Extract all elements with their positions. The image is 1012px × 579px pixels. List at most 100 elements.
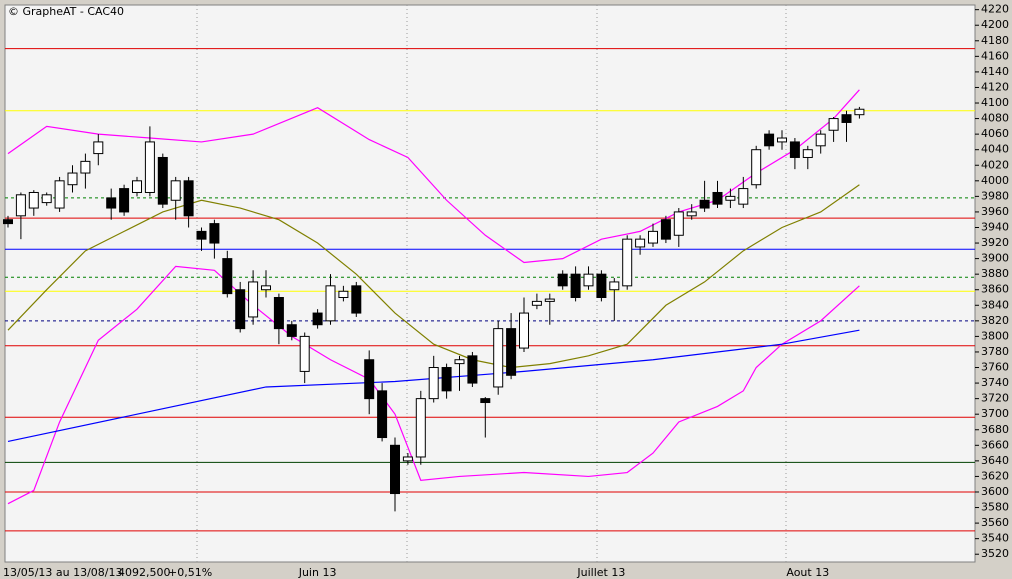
y-tick-label: 3860 xyxy=(981,283,1009,296)
candle-body xyxy=(441,367,452,392)
chart-title: © GrapheAT - CAC40 xyxy=(8,5,124,18)
y-tick-label: 3560 xyxy=(981,516,1009,529)
y-tick-label: 3960 xyxy=(981,205,1009,218)
candle-body xyxy=(493,328,504,388)
candle-body xyxy=(557,273,568,287)
y-tick-label: 3540 xyxy=(981,532,1009,545)
candle-body xyxy=(41,194,52,204)
y-tick-label: 3900 xyxy=(981,252,1009,265)
y-tick-label: 3980 xyxy=(981,189,1009,202)
y-tick-label: 4100 xyxy=(981,96,1009,109)
candle-body xyxy=(725,195,736,201)
candle-body xyxy=(15,194,26,217)
y-tick-label: 4020 xyxy=(981,158,1009,171)
plot-area xyxy=(4,4,976,563)
candle-body xyxy=(467,355,478,384)
candle-body xyxy=(789,141,800,158)
candle-body xyxy=(815,133,826,147)
footer-change: +0,51% xyxy=(168,566,212,579)
candle-body xyxy=(777,137,787,143)
candle-body xyxy=(132,180,142,193)
candle-body xyxy=(699,199,710,209)
y-tick-label: 4140 xyxy=(981,65,1009,78)
y-tick-label: 3820 xyxy=(981,314,1009,327)
candle-body xyxy=(480,398,491,404)
candle-body xyxy=(519,312,529,349)
candle-body xyxy=(648,230,658,244)
candle-body xyxy=(364,359,375,400)
candle-body xyxy=(312,312,323,326)
candle-body xyxy=(144,141,155,193)
candle-body xyxy=(106,197,117,209)
candle-body xyxy=(622,238,633,287)
candle-body xyxy=(751,149,762,186)
candle-body xyxy=(183,180,194,217)
y-tick-label: 3640 xyxy=(981,454,1009,467)
candle-body xyxy=(54,180,65,209)
y-tick-label: 3620 xyxy=(981,469,1009,482)
candle-body xyxy=(828,118,839,131)
y-tick-label: 3520 xyxy=(981,547,1009,560)
candle-body xyxy=(854,108,865,116)
candle-body xyxy=(235,289,246,330)
y-tick-label: 4060 xyxy=(981,127,1009,140)
candle-body xyxy=(712,191,723,205)
y-tick-label: 3840 xyxy=(981,298,1009,311)
y-tick-label: 4000 xyxy=(981,174,1009,187)
candle-body xyxy=(802,149,813,158)
candle-body xyxy=(673,211,684,236)
candle-body xyxy=(570,273,581,299)
y-tick-label: 3720 xyxy=(981,392,1009,405)
y-tick-label: 3740 xyxy=(981,376,1009,389)
candle-body xyxy=(67,172,78,186)
candle-body xyxy=(686,211,697,217)
candle-body xyxy=(377,390,388,439)
y-tick-label: 4180 xyxy=(981,34,1009,47)
candle-body xyxy=(209,223,220,244)
y-tick-label: 3760 xyxy=(981,361,1009,374)
candle-body xyxy=(248,281,259,318)
y-tick-label: 4220 xyxy=(981,3,1009,16)
candle-body xyxy=(609,281,620,291)
y-tick-label: 3700 xyxy=(981,407,1009,420)
candle-body xyxy=(454,359,465,365)
candle-body xyxy=(119,188,130,213)
y-tick-label: 4200 xyxy=(981,18,1009,31)
y-tick-label: 3780 xyxy=(981,345,1009,358)
candle-body xyxy=(544,298,555,302)
y-tick-label: 3600 xyxy=(981,485,1009,498)
candle-body xyxy=(261,285,271,291)
y-tick-label: 3940 xyxy=(981,220,1009,233)
candle-body xyxy=(841,114,852,123)
footer-period: 13/05/13 au 13/08/13 xyxy=(3,566,123,579)
candle-body xyxy=(222,258,233,295)
x-tick-label: Aout 13 xyxy=(786,566,829,579)
candle-body xyxy=(286,324,297,337)
candle-body xyxy=(28,191,39,209)
y-tick-label: 3880 xyxy=(981,267,1009,280)
y-tick-label: 3920 xyxy=(981,236,1009,249)
candle-body xyxy=(170,180,181,201)
candle-body xyxy=(635,238,646,248)
candle-body xyxy=(93,141,104,155)
candle-body xyxy=(351,285,362,314)
candle-body xyxy=(402,456,413,462)
y-tick-label: 3660 xyxy=(981,438,1009,451)
candle-body xyxy=(531,300,542,306)
candle-body xyxy=(428,367,439,400)
candle-body xyxy=(660,219,671,240)
candle-body xyxy=(506,328,517,376)
candle-body xyxy=(596,273,607,299)
y-tick-label: 4120 xyxy=(981,80,1009,93)
candle-body xyxy=(338,290,349,299)
x-tick-label: Juillet 13 xyxy=(576,566,625,579)
candle-body xyxy=(764,133,775,147)
candle-body xyxy=(738,188,749,205)
candle-body xyxy=(299,335,310,372)
candle-body xyxy=(325,285,336,322)
y-tick-label: 4080 xyxy=(981,112,1009,125)
x-tick-label: Juin 13 xyxy=(298,566,337,579)
candle-body xyxy=(80,160,91,174)
candle-body xyxy=(390,444,400,495)
